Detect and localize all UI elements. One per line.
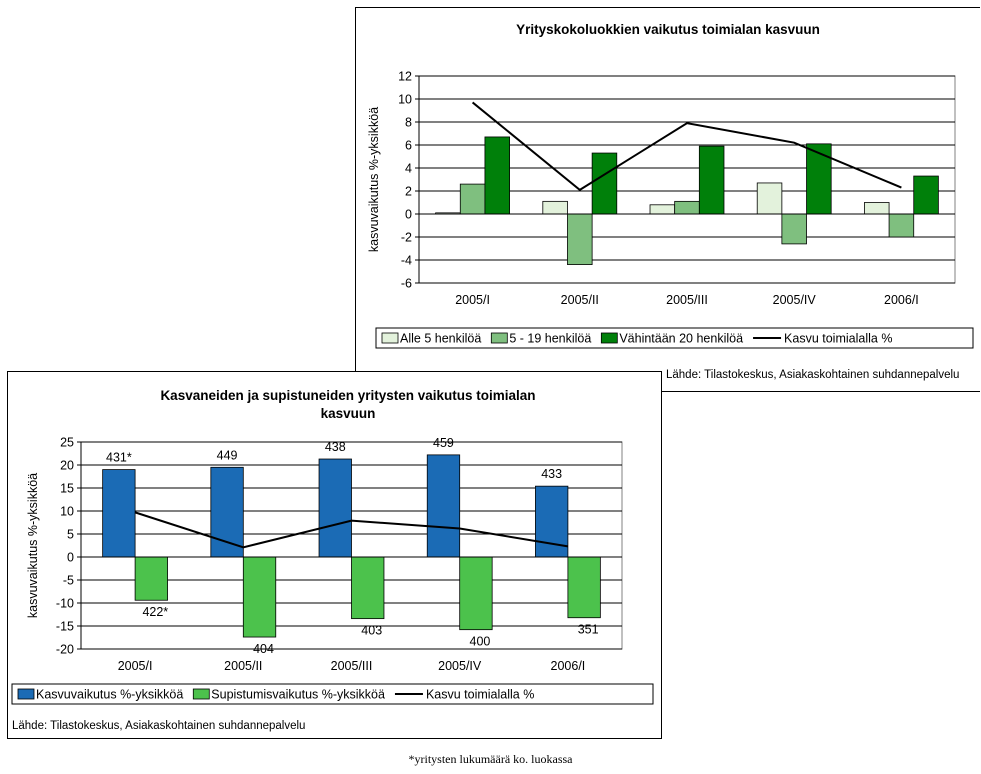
- chart-2-ytick-label: 15: [60, 482, 74, 496]
- chart-1-bar-alle-5-henkil: [649, 204, 676, 215]
- chart-2-category-label: 2005/IV: [438, 659, 482, 673]
- chart-1-bar-5-19-henkil: [567, 213, 593, 265]
- chart-1-legend-swatch-alle-5-henkil: [381, 332, 399, 344]
- chart-2-bar-kasvuvaikutus-yksikk: [426, 454, 461, 558]
- chart-2-data-label: 431*: [106, 451, 132, 465]
- chart-1-ytick-label: -4: [401, 254, 412, 268]
- chart-1-bar-v-hint-n-20-henkil: [806, 143, 832, 215]
- chart-2-data-label: 404: [253, 642, 274, 656]
- chart-2-title: Kasvaneiden ja supistuneiden yritysten v…: [160, 388, 535, 421]
- chart-2-bar-supistumisvaikutus-yksikk: [351, 556, 385, 620]
- chart-2-ytick-label: 5: [67, 528, 74, 542]
- chart-2-legend-box: [11, 683, 654, 705]
- chart-2-data-label: 422*: [142, 605, 168, 619]
- chart-1-bar-alle-5-henkil: [864, 202, 890, 215]
- chart-2-bar-supistumisvaikutus-yksikk: [242, 556, 277, 638]
- chart-2-legend-swatch-kasvuvaikutus-yksikk: [17, 688, 35, 700]
- chart-1-bar-5-19-henkil: [888, 213, 915, 238]
- chart-2-data-label: 351: [578, 623, 599, 637]
- chart-1-ytick-label: 4: [405, 162, 412, 176]
- chart-2-ytick-label: -20: [56, 643, 74, 657]
- chart-2-ytick-label: -10: [56, 597, 74, 611]
- chart-2-category-label: 2006/I: [551, 659, 586, 673]
- chart-1-y-axis-label: kasvuvaikutus %-yksikköä: [367, 107, 381, 252]
- chart-1-ytick-label: 12: [398, 70, 412, 84]
- chart-2-bar-kasvuvaikutus-yksikk: [210, 466, 244, 558]
- chart-1-source: Lähde: Tilastokeskus, Asiakaskohtainen s…: [666, 369, 959, 381]
- chart-2-bar-supistumisvaikutus-yksikk: [567, 556, 601, 619]
- chart-2-ytick-label: 20: [60, 459, 74, 473]
- chart-2-data-label: 433: [541, 467, 562, 481]
- chart-2-ytick-label: -15: [56, 620, 74, 634]
- chart-2-source-text: Lähde: Tilastokeskus, Asiakaskohtainen s…: [12, 720, 306, 732]
- chart-2-category-label: 2005/I: [118, 659, 153, 673]
- chart-1-ytick-label: 8: [405, 116, 412, 130]
- chart-2-line-kasvu-toimialalla: [134, 511, 569, 549]
- chart-1-ytick-label: 10: [398, 93, 412, 107]
- chart-2-ytick-label: 0: [67, 551, 74, 565]
- chart-1-bar-v-hint-n-20-henkil: [913, 175, 939, 215]
- chart-2-legend-label: Kasvuvaikutus %-yksikköä: [36, 688, 183, 702]
- chart-2-category-label: 2005/III: [331, 659, 373, 673]
- chart-2-bar-kasvuvaikutus-yksikk: [102, 469, 136, 558]
- chart-1-ytick-label: 2: [405, 185, 412, 199]
- chart-1-svg: Yrityskokoluokkien vaikutus toimialan ka…: [367, 22, 974, 349]
- chart-1-bar-alle-5-henkil: [756, 182, 783, 215]
- chart-2-legend-label: Kasvu toimialalla %: [426, 688, 534, 702]
- chart-1-legend-swatch-5-19-henkil: [490, 332, 508, 344]
- chart-2-data-label: 459: [433, 436, 454, 450]
- chart-1-legend-label: 5 - 19 henkilöä: [509, 332, 591, 346]
- chart-2-y-axis-label: kasvuvaikutus %-yksikköä: [26, 473, 40, 618]
- chart-1-ytick-label: -6: [401, 277, 412, 291]
- chart-1-legend-label: Alle 5 henkilöä: [400, 332, 481, 346]
- chart-2-legend-swatch-supistumisvaikutus-yksikk: [192, 688, 210, 700]
- chart-1-category-label: 2005/III: [666, 293, 708, 307]
- chart-2-ytick-label: -5: [63, 574, 74, 588]
- chart-2-svg: Kasvaneiden ja supistuneiden yritysten v…: [11, 388, 654, 705]
- chart-1-ytick-label: -2: [401, 231, 412, 245]
- chart-1-legend-swatch-v-hint-n-20-henkil: [600, 332, 618, 344]
- chart-1-title: Yrityskokoluokkien vaikutus toimialan ka…: [516, 22, 820, 37]
- chart-1-legend-label: Kasvu toimialalla %: [784, 332, 892, 346]
- chart-2-data-label: 438: [325, 440, 346, 454]
- chart-1-bar-v-hint-n-20-henkil: [698, 145, 725, 215]
- chart-1-bar-alle-5-henkil: [542, 200, 568, 215]
- chart-1-panel: Yrityskokoluokkien vaikutus toimialan ka…: [355, 7, 980, 392]
- chart-2-bar-kasvuvaikutus-yksikk: [318, 458, 352, 558]
- chart-2-panel: Kasvaneiden ja supistuneiden yritysten v…: [7, 371, 662, 739]
- chart-1-category-label: 2005/I: [455, 293, 490, 307]
- chart-1-ytick-label: 0: [405, 208, 412, 222]
- chart-1-source-text: Lähde: Tilastokeskus, Asiakaskohtainen s…: [666, 369, 960, 381]
- chart-1-bar-v-hint-n-20-henkil: [484, 136, 510, 215]
- chart-1-category-label: 2005/II: [561, 293, 599, 307]
- chart-2-legend-label: Supistumisvaikutus %-yksikköä: [211, 688, 385, 702]
- chart-1-category-label: 2005/IV: [773, 293, 817, 307]
- chart-1-bar-v-hint-n-20-henkil: [591, 152, 618, 215]
- chart-2-ytick-label: 25: [60, 436, 74, 450]
- chart-1-bar-5-19-henkil: [459, 183, 486, 215]
- footnote: *yritysten lukumäärä ko. luokassa: [408, 752, 573, 766]
- chart-2-bar-supistumisvaikutus-yksikk: [134, 556, 168, 601]
- chart-1-bar-5-19-henkil: [674, 200, 700, 215]
- chart-1-bar-5-19-henkil: [781, 213, 807, 245]
- chart-2-data-label: 400: [470, 635, 491, 649]
- chart-1-legend-label: Vähintään 20 henkilöä: [619, 332, 743, 346]
- chart-1-legend-box: [375, 327, 974, 349]
- chart-2-category-label: 2005/II: [224, 659, 262, 673]
- chart-2-ytick-label: 10: [60, 505, 74, 519]
- chart-2-bar-supistumisvaikutus-yksikk: [459, 556, 493, 631]
- chart-2-data-label: 403: [361, 624, 382, 638]
- chart-1-ytick-label: 6: [405, 139, 412, 153]
- chart-2-source: Lähde: Tilastokeskus, Asiakaskohtainen s…: [12, 720, 305, 732]
- chart-1-category-label: 2006/I: [884, 293, 919, 307]
- chart-2-data-label: 449: [217, 448, 238, 462]
- chart-1-line-kasvu-toimialalla: [471, 101, 902, 192]
